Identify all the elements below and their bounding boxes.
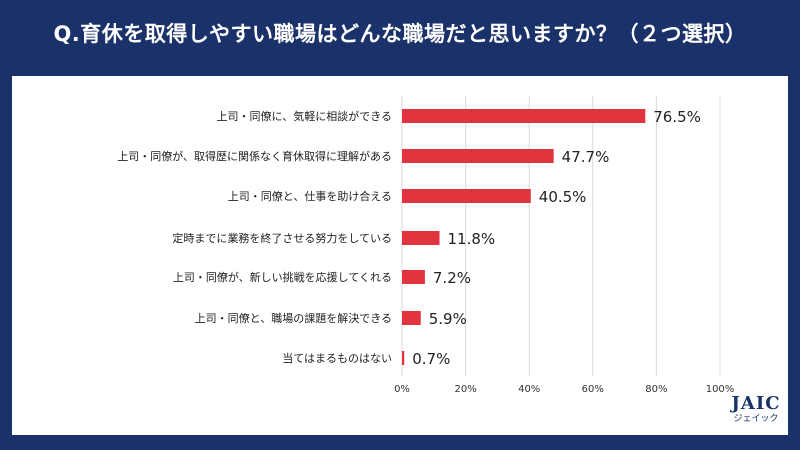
x-tick-label: 0% xyxy=(394,384,410,395)
data-label: 7.2% xyxy=(433,269,471,287)
jaic-logo: JAIC ジェイック xyxy=(716,395,796,425)
x-tick-label: 80% xyxy=(645,384,667,395)
data-label: 11.8% xyxy=(448,230,496,248)
data-label: 76.5% xyxy=(653,108,701,126)
category-label: 上司・同僚と、仕事を助け合える xyxy=(228,189,392,203)
bar xyxy=(402,311,421,325)
x-tick-label: 20% xyxy=(454,384,476,395)
bar xyxy=(402,270,425,284)
category-label: 定時までに業務を終了させる努力をしている xyxy=(172,231,392,245)
category-label: 上司・同僚に、気軽に相談ができる xyxy=(217,109,392,123)
logo-kana: ジェイック xyxy=(733,414,779,424)
category-label: 上司・同僚と、職場の課題を解決できる xyxy=(195,311,392,325)
data-label: 47.7% xyxy=(562,148,610,166)
category-label: 当てはまるものはない xyxy=(282,351,392,365)
x-tick-label: 60% xyxy=(582,384,604,395)
data-label: 0.7% xyxy=(412,350,450,368)
logo-text: JAIC xyxy=(731,393,781,414)
bar xyxy=(402,351,405,365)
chart-title: Q.育休を取得しやすい職場はどんな職場だと思いますか？（２つ選択） xyxy=(53,22,747,46)
x-tick-label: 40% xyxy=(518,384,540,395)
category-label: 上司・同僚が、取得歴に関係なく育休取得に理解がある xyxy=(117,149,392,163)
data-label: 40.5% xyxy=(539,188,587,206)
x-tick-label: 100% xyxy=(706,384,735,395)
bar xyxy=(402,149,554,163)
bar xyxy=(402,109,646,123)
data-label: 5.9% xyxy=(429,310,467,328)
bar xyxy=(402,189,531,203)
chart-panel xyxy=(12,76,788,435)
bar xyxy=(402,231,440,245)
category-label: 上司・同僚が、新しい挑戦を応援してくれる xyxy=(173,270,392,284)
